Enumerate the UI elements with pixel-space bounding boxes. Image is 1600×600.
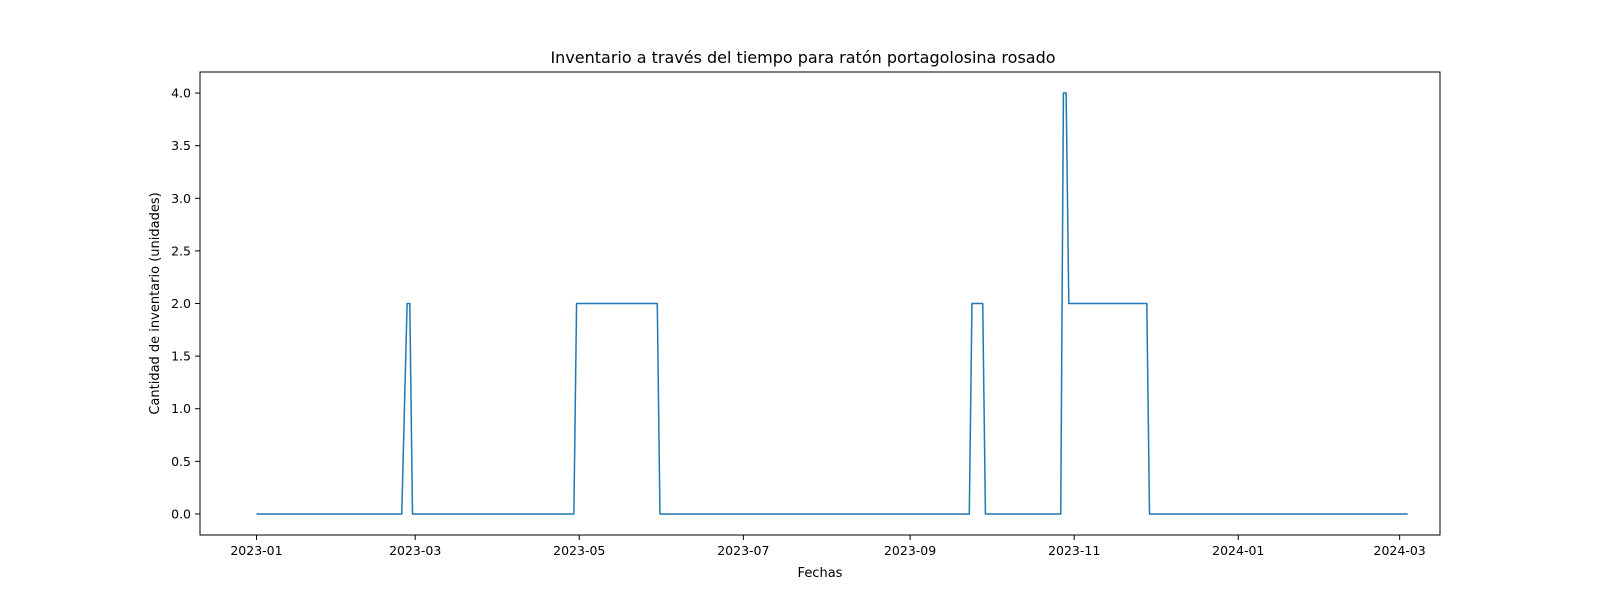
y-axis-label: Cantidad de inventario (unidades) bbox=[148, 192, 163, 414]
x-tick-label: 2023-05 bbox=[553, 543, 605, 558]
y-tick-label: 4.0 bbox=[171, 86, 191, 101]
ticks-layer: 2023-01 2023-03 2023-05 2023-07 2023-09 2023-… bbox=[171, 86, 1426, 558]
x-axis-label: Fechas bbox=[798, 566, 843, 581]
x-tick-label: 2024-03 bbox=[1374, 543, 1426, 558]
x-tick-label: 2023-03 bbox=[389, 543, 441, 558]
y-tick-label: 0.5 bbox=[171, 454, 191, 469]
y-tick-label: 1.0 bbox=[171, 401, 191, 416]
line-layer bbox=[256, 92, 1408, 515]
x-tick-label: 2023-09 bbox=[884, 543, 936, 558]
y-tick-label: 0.0 bbox=[171, 506, 191, 521]
x-tick-label: 2023-07 bbox=[717, 543, 769, 558]
chart-title: Inventario a través del tiempo para rató… bbox=[550, 48, 1055, 67]
x-tick-label: 2023-01 bbox=[230, 543, 282, 558]
y-tick-label: 2.5 bbox=[171, 243, 191, 258]
x-tick-label: 2024-01 bbox=[1212, 543, 1264, 558]
series-line-0 bbox=[256, 92, 1408, 515]
y-tick-label: 3.0 bbox=[171, 191, 191, 206]
y-tick-label: 2.0 bbox=[171, 296, 191, 311]
x-tick-label: 2023-11 bbox=[1048, 543, 1100, 558]
y-tick-label: 3.5 bbox=[171, 138, 191, 153]
y-tick-label: 1.5 bbox=[171, 349, 191, 364]
plot-frame bbox=[199, 71, 1441, 536]
